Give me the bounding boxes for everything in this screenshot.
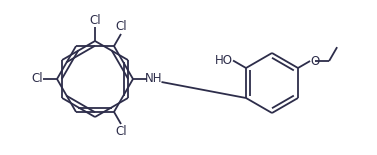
Text: Cl: Cl <box>115 20 127 33</box>
Text: Cl: Cl <box>31 73 43 86</box>
Text: O: O <box>311 55 320 67</box>
Text: Cl: Cl <box>115 124 127 137</box>
Text: NH: NH <box>145 73 163 86</box>
Text: Cl: Cl <box>89 13 101 27</box>
Text: HO: HO <box>215 54 233 67</box>
